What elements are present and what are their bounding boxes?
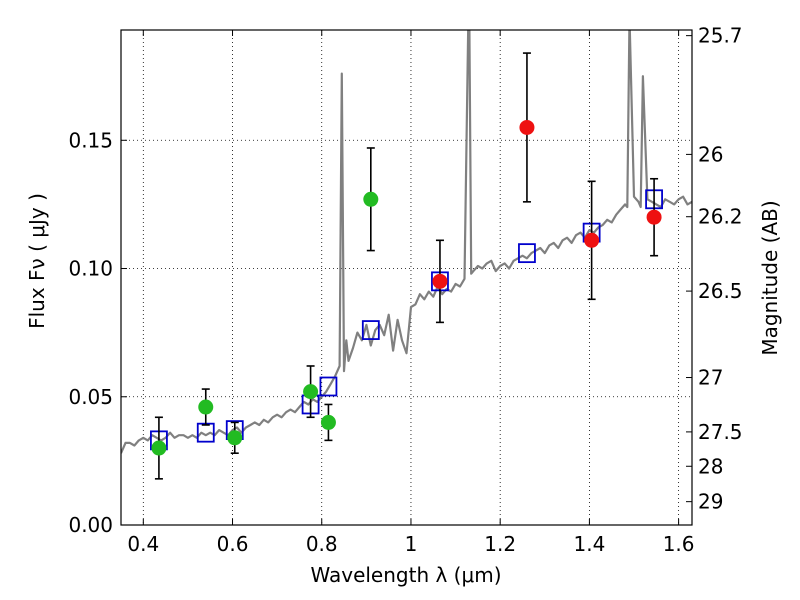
mag-tick-label: 27.5 xyxy=(698,420,743,444)
model-photometry-square xyxy=(319,376,338,397)
mag-tick-label: 29 xyxy=(698,490,723,514)
plot-area xyxy=(121,30,692,480)
observed-point xyxy=(646,209,662,225)
model-photometry-square xyxy=(518,243,536,264)
x-tick-label: 0.6 xyxy=(217,532,249,556)
observed-point xyxy=(363,191,379,207)
observed-point xyxy=(151,440,167,456)
mag-tick-label: 25.7 xyxy=(698,24,743,48)
observed-point xyxy=(584,232,600,248)
y-tick-label: 0.15 xyxy=(68,128,113,152)
observed-point xyxy=(198,399,214,415)
mag-tick-label: 26 xyxy=(698,142,723,166)
y-tick-label: 0.10 xyxy=(68,257,113,281)
x-tick-label: 1.4 xyxy=(573,532,605,556)
observed-point xyxy=(519,119,535,135)
observed-point xyxy=(432,273,448,289)
model-sed-line xyxy=(121,30,692,454)
y-axis-label-right: Magnitude (AB) xyxy=(758,200,782,355)
x-tick-label: 1.6 xyxy=(663,532,695,556)
x-tick-label: 0.4 xyxy=(127,532,159,556)
grid xyxy=(121,30,692,525)
plot-frame xyxy=(120,29,693,526)
observed-point xyxy=(303,384,319,400)
x-axis-label: Wavelength λ (μm) xyxy=(310,563,501,587)
y-axis-label: Flux Fν ( μJy ) xyxy=(25,193,49,329)
model-photometry-square xyxy=(361,320,380,340)
series-group xyxy=(121,30,692,480)
x-tick-label: 1.2 xyxy=(484,532,516,556)
x-tick-label: 1 xyxy=(405,532,418,556)
ticks: 0.4 0.6 0.8 1 1.2 1.4 1.6 0.00 0.05 0.10 0.15 25.7 2… xyxy=(68,24,742,556)
y-tick-label: 0.00 xyxy=(68,513,113,537)
observed-point xyxy=(227,430,243,446)
x-tick-label: 0.8 xyxy=(306,532,338,556)
mag-tick-label: 26.5 xyxy=(698,279,743,303)
mag-tick-label: 28 xyxy=(698,454,723,478)
observed-point xyxy=(320,414,336,430)
mag-tick-label: 26.2 xyxy=(698,205,743,229)
mag-tick-label: 27 xyxy=(698,366,723,390)
y-tick-label: 0.05 xyxy=(68,385,113,409)
